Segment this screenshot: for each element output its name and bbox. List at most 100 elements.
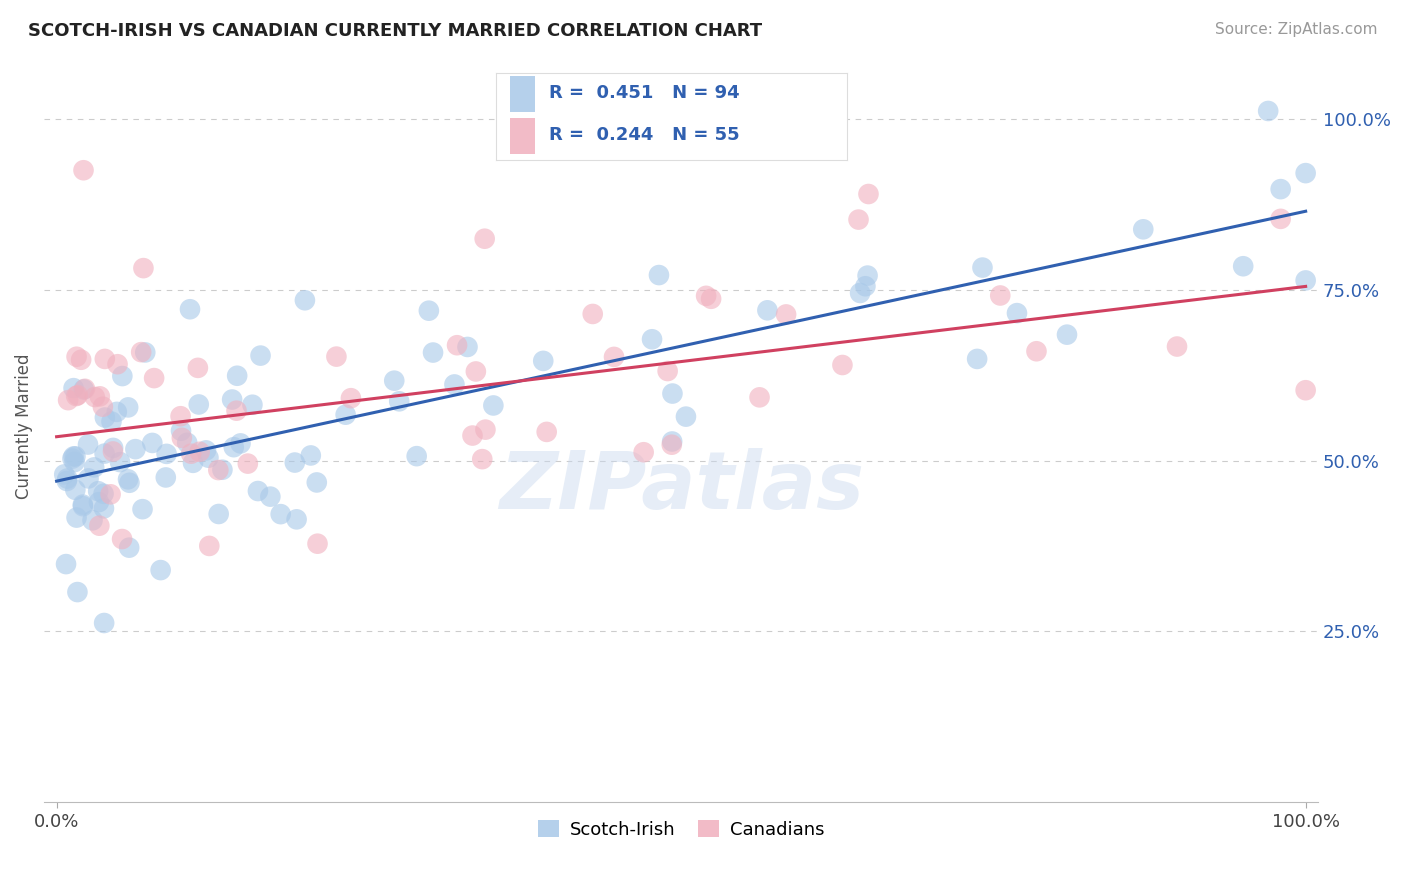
Point <box>443 377 465 392</box>
Point <box>474 232 496 246</box>
Point <box>1295 273 1317 287</box>
Point <box>695 289 717 303</box>
Legend: Scotch-Irish, Canadians: Scotch-Irish, Canadians <box>530 814 832 846</box>
Point <box>72 163 94 178</box>
Point <box>207 463 229 477</box>
Point <box>170 424 193 438</box>
Point <box>657 364 679 378</box>
Point <box>77 471 100 485</box>
Point <box>855 279 877 293</box>
Point <box>775 307 797 321</box>
Point <box>1025 344 1047 359</box>
Point <box>83 390 105 404</box>
Point <box>1295 383 1317 397</box>
Point <box>633 445 655 459</box>
Point <box>603 350 626 364</box>
Point <box>225 403 247 417</box>
Text: SCOTCH-IRISH VS CANADIAN CURRENTLY MARRIED CORRELATION CHART: SCOTCH-IRISH VS CANADIAN CURRENTLY MARRI… <box>28 22 762 40</box>
Point <box>249 349 271 363</box>
Point <box>536 425 558 439</box>
Point <box>188 444 211 458</box>
Point <box>299 449 322 463</box>
Point <box>83 460 105 475</box>
Point <box>129 345 152 359</box>
Point <box>294 293 316 308</box>
Point <box>132 261 155 276</box>
Point <box>270 507 292 521</box>
Point <box>56 393 79 408</box>
Point <box>111 532 134 546</box>
Point <box>65 389 87 403</box>
Point <box>325 350 347 364</box>
Point <box>208 507 231 521</box>
Point <box>169 409 191 424</box>
Point <box>73 382 96 396</box>
Point <box>107 357 129 371</box>
Point <box>101 441 124 455</box>
Text: ZIPatlas: ZIPatlas <box>499 448 863 525</box>
Point <box>93 446 115 460</box>
Point <box>1270 182 1292 196</box>
Point <box>93 615 115 630</box>
Point <box>471 452 494 467</box>
Point <box>170 431 193 445</box>
Point <box>222 440 245 454</box>
Point <box>141 436 163 450</box>
Point <box>284 456 307 470</box>
Point <box>77 437 100 451</box>
Point <box>197 450 219 465</box>
Point <box>229 436 252 450</box>
Point <box>246 483 269 498</box>
Point <box>831 358 853 372</box>
Point <box>1270 211 1292 226</box>
Point <box>94 351 117 366</box>
Point <box>641 332 664 346</box>
Point <box>155 447 177 461</box>
Point <box>198 539 221 553</box>
Point <box>966 351 988 366</box>
Point <box>62 450 84 464</box>
Point <box>675 409 697 424</box>
Point <box>87 495 110 509</box>
Point <box>65 483 87 497</box>
Point <box>848 212 870 227</box>
Point <box>72 500 94 514</box>
Point <box>972 260 994 275</box>
Point <box>82 513 104 527</box>
Point <box>155 470 177 484</box>
Point <box>65 510 87 524</box>
Point <box>187 397 209 411</box>
Point <box>856 268 879 283</box>
Point <box>461 428 484 442</box>
Point <box>748 390 770 404</box>
Point <box>661 386 683 401</box>
Point <box>149 563 172 577</box>
Point <box>285 512 308 526</box>
Y-axis label: Currently Married: Currently Married <box>15 354 32 500</box>
Point <box>457 340 479 354</box>
Point <box>89 389 111 403</box>
Point <box>648 268 671 282</box>
Point <box>93 487 115 501</box>
Point <box>108 455 131 469</box>
Point <box>1005 306 1028 320</box>
Point <box>531 354 554 368</box>
Point <box>93 501 115 516</box>
Point <box>179 302 201 317</box>
Point <box>661 434 683 449</box>
Point <box>87 484 110 499</box>
Point <box>1257 103 1279 118</box>
Point <box>65 350 87 364</box>
Point <box>180 447 202 461</box>
Point <box>143 371 166 385</box>
Point <box>340 391 363 405</box>
Point <box>94 410 117 425</box>
Point <box>211 463 233 477</box>
Point <box>307 537 329 551</box>
Point <box>1132 222 1154 236</box>
Point <box>221 392 243 407</box>
Point <box>118 541 141 555</box>
Point <box>181 456 204 470</box>
Text: Source: ZipAtlas.com: Source: ZipAtlas.com <box>1215 22 1378 37</box>
Point <box>124 442 146 457</box>
